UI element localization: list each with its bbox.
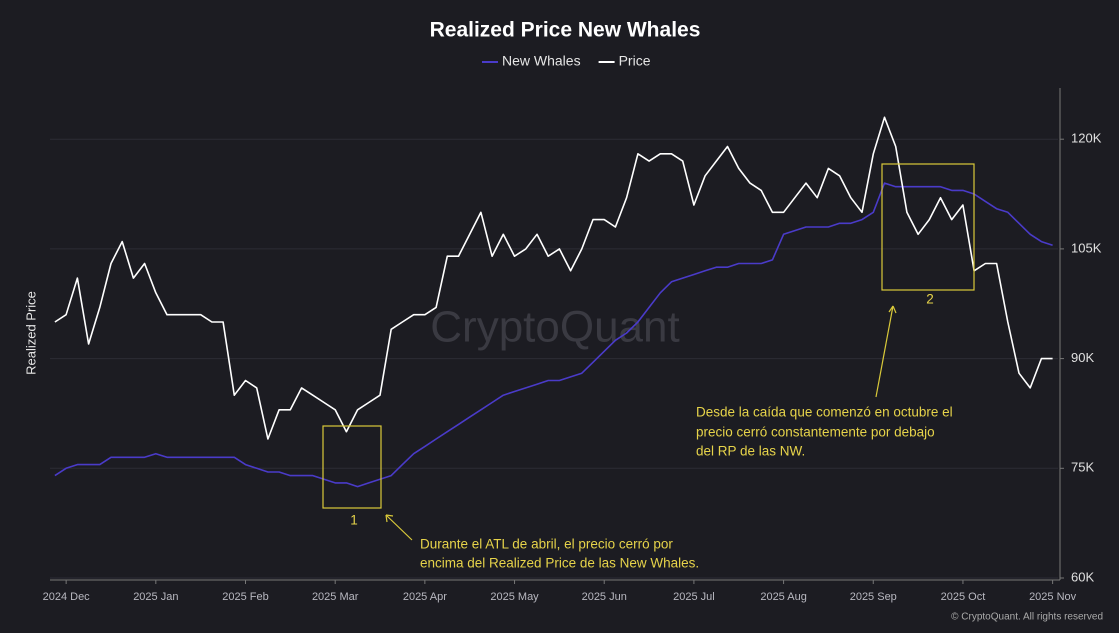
footer: © CryptoQuant. All rights reserved (951, 612, 1103, 623)
annotation-text: encima del Realized Price de las New Wha… (420, 556, 699, 571)
x-tick-label: 2025 Oct (941, 591, 986, 603)
chart-title: Realized Price New Whales (430, 19, 701, 42)
x-tick-label: 2025 Sep (850, 591, 897, 603)
series-line (54, 182, 1053, 488)
annotation-text: Durante el ATL de abril, el precio cerró… (420, 537, 673, 552)
box-label: 1 (350, 513, 358, 528)
highlight-box (322, 425, 382, 509)
watermark: CryptoQuant (430, 303, 679, 352)
annotation-text: precio cerró constantemente por debajo (696, 425, 935, 440)
highlight-box (881, 163, 975, 291)
arrow-head (385, 514, 394, 523)
x-tick-label: 2025 May (490, 591, 539, 603)
plot-area: 60K 75K 90K 105K 120K 2024 Dec 2025 Jan 2025 Fe… (43, 53, 1102, 603)
x-tick-label: 2025 Mar (312, 591, 359, 603)
x-tick-label: 2025 Aug (760, 591, 807, 603)
legend-label: Price (619, 53, 651, 69)
arrow-head (888, 305, 897, 314)
y-tick-label: 60K (1071, 569, 1094, 584)
annotation-text: del RP de las NW. (696, 444, 805, 459)
x-tick-label: 2024 Dec (43, 591, 91, 603)
y-tick-label: 105K (1071, 240, 1102, 255)
legend-label: New Whales (502, 53, 581, 69)
x-tick-label: 2025 Nov (1029, 591, 1077, 603)
x-tick-label: 2025 Jul (673, 591, 715, 603)
x-tick-label: 2025 Apr (403, 591, 447, 603)
arrow (875, 305, 894, 398)
x-tick-label: 2025 Jun (582, 591, 627, 603)
y-tick-label: 75K (1071, 460, 1094, 475)
series-line (54, 116, 1053, 440)
y-tick-label: 90K (1071, 350, 1094, 365)
y-axis-label: Realized Price (23, 291, 38, 375)
box-label: 2 (926, 292, 934, 307)
x-tick-label: 2025 Jan (133, 591, 178, 603)
y-tick-label: 120K (1071, 131, 1102, 146)
x-tick-label: 2025 Feb (222, 591, 268, 603)
annotations: 1 2 Durante el ATL de abril, el precio c… (322, 163, 975, 571)
annotation-text: Desde la caída que comenzó en octubre el (696, 405, 953, 420)
arrow (385, 514, 413, 541)
